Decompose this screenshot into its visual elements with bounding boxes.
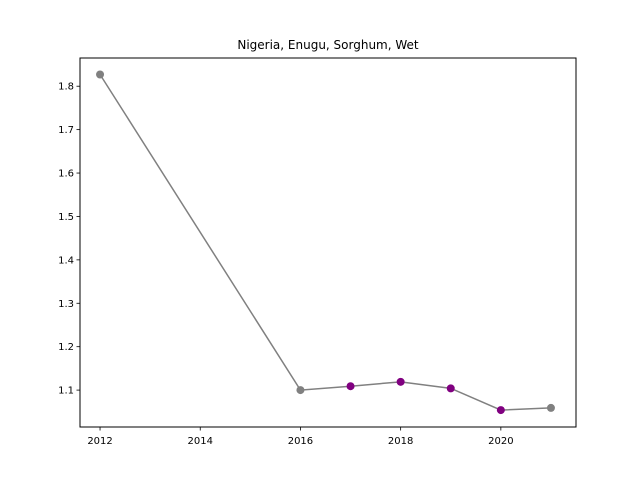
x-tick-label: 2018 [388, 436, 413, 447]
data-point [446, 384, 455, 393]
y-tick-label: 1.3 [58, 299, 74, 310]
y-tick-label: 1.4 [58, 255, 74, 266]
data-point [96, 70, 105, 79]
x-tick-label: 2020 [488, 436, 513, 447]
data-point [346, 382, 355, 391]
y-tick-label: 1.2 [58, 342, 74, 353]
axes-frame [79, 57, 577, 428]
y-tick-label: 1.5 [58, 212, 74, 223]
x-tick-label: 2016 [288, 436, 313, 447]
y-tick-label: 1.6 [58, 169, 74, 180]
data-point [546, 403, 555, 412]
x-tick-label: 2014 [188, 436, 213, 447]
data-point [496, 406, 505, 415]
chart-title: Nigeria, Enugu, Sorghum, Wet [237, 38, 419, 52]
y-tick-label: 1.8 [58, 82, 74, 93]
plot-area: 2012 2014 2016 2018 2020 1.1 1.2 1.3 1.4 1.5 1.6 1.… [58, 70, 555, 447]
data-point [396, 377, 405, 386]
y-tick-label: 1.1 [58, 386, 74, 397]
y-tick-label: 1.7 [58, 125, 74, 136]
data-point [296, 386, 305, 395]
x-tick-label: 2012 [87, 436, 112, 447]
